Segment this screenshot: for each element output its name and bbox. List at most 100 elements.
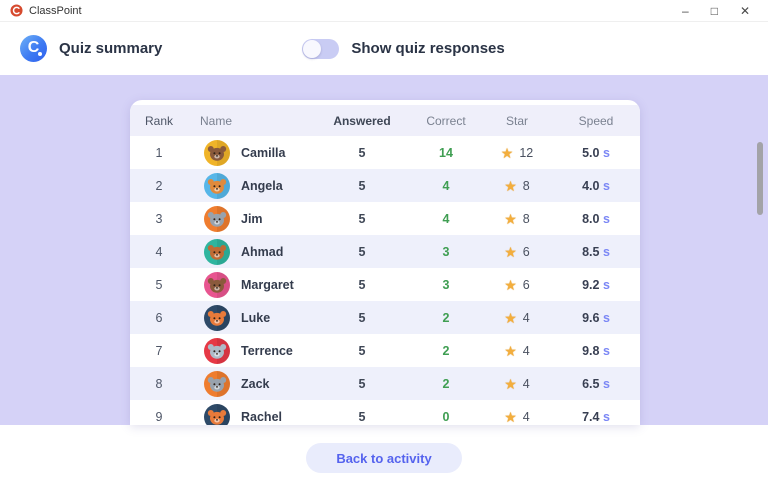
speed-value: 9.8 bbox=[582, 343, 600, 358]
table-row: 1 Camilla 5 14 ★ 12 5.0 s bbox=[130, 136, 640, 169]
speed-cell: 7.4 s bbox=[552, 410, 640, 424]
rank-value: 1 bbox=[155, 145, 163, 160]
window-controls: – □ ✕ bbox=[682, 5, 758, 17]
speed-unit: s bbox=[602, 244, 610, 259]
answered-value: 5 bbox=[358, 211, 366, 226]
scrollbar-thumb[interactable] bbox=[757, 142, 763, 215]
star-count: 4 bbox=[522, 343, 530, 358]
table-row: 2 Angela 5 4 ★ 8 4.0 s bbox=[130, 169, 640, 202]
participant-avatar bbox=[204, 172, 230, 199]
speed-unit: s bbox=[602, 376, 610, 391]
close-button[interactable]: ✕ bbox=[739, 3, 750, 18]
speed-value: 8.5 bbox=[582, 244, 600, 259]
back-to-activity-button[interactable]: Back to activity bbox=[306, 443, 462, 473]
speed-cell: 9.8 s bbox=[552, 344, 640, 358]
app-title: ClassPoint bbox=[29, 4, 82, 17]
participant-avatar bbox=[204, 403, 230, 425]
maximize-button[interactable]: □ bbox=[710, 3, 718, 18]
correct-value: 2 bbox=[442, 310, 450, 325]
speed-unit: s bbox=[602, 178, 610, 193]
participant-name: Terrence bbox=[241, 343, 293, 358]
rank-value: 6 bbox=[155, 310, 163, 325]
answered-value: 5 bbox=[358, 376, 366, 391]
star-cell: ★ 4 bbox=[482, 344, 552, 358]
table-row: 8 Zack 5 2 ★ 4 6.5 s bbox=[130, 367, 640, 400]
star-cell: ★ 4 bbox=[482, 377, 552, 391]
name-cell: Angela bbox=[188, 172, 314, 199]
name-cell: Camilla bbox=[188, 139, 314, 166]
star-count: 8 bbox=[522, 211, 530, 226]
table-header-row: Rank Name Answered Correct Star Speed bbox=[130, 105, 640, 136]
star-cell: ★ 6 bbox=[482, 278, 552, 292]
participant-avatar bbox=[204, 205, 230, 232]
star-cell: ★ 8 bbox=[482, 179, 552, 193]
column-header-name: Name bbox=[200, 113, 233, 128]
star-cell: ★ 4 bbox=[482, 410, 552, 424]
participant-name: Luke bbox=[241, 310, 271, 325]
star-count: 6 bbox=[522, 277, 530, 292]
minimize-button[interactable]: – bbox=[682, 3, 689, 18]
table-row: 7 Terrence 5 2 ★ 4 9.8 s bbox=[130, 334, 640, 367]
titlebar: ClassPoint – □ ✕ bbox=[0, 0, 768, 22]
speed-value: 6.5 bbox=[582, 376, 600, 391]
classpoint-logo-icon: C bbox=[20, 35, 47, 62]
rank-value: 8 bbox=[155, 376, 163, 391]
show-responses-toggle[interactable] bbox=[302, 38, 340, 59]
speed-unit: s bbox=[602, 310, 610, 325]
speed-unit: s bbox=[602, 409, 610, 424]
speed-cell: 9.2 s bbox=[552, 278, 640, 292]
participant-avatar bbox=[204, 370, 230, 397]
participant-avatar bbox=[204, 238, 230, 265]
star-icon: ★ bbox=[500, 144, 514, 161]
participant-name: Jim bbox=[241, 211, 263, 226]
correct-value: 3 bbox=[442, 244, 450, 259]
participant-name: Rachel bbox=[241, 409, 282, 424]
column-header-rank: Rank bbox=[144, 113, 173, 128]
participant-avatar bbox=[204, 337, 230, 364]
speed-value: 5.0 bbox=[582, 145, 600, 160]
answered-value: 5 bbox=[358, 343, 366, 358]
table-row: 5 Margaret 5 3 ★ 6 9.2 s bbox=[130, 268, 640, 301]
table-row: 9 Rachel 5 0 ★ 4 7.4 s bbox=[130, 400, 640, 425]
answered-value: 5 bbox=[358, 409, 366, 424]
name-cell: Luke bbox=[188, 304, 314, 331]
column-header-star: Star bbox=[505, 113, 528, 128]
speed-cell: 9.6 s bbox=[552, 311, 640, 325]
correct-value: 0 bbox=[442, 409, 450, 424]
star-cell: ★ 6 bbox=[482, 245, 552, 259]
speed-unit: s bbox=[602, 277, 610, 292]
speed-cell: 6.5 s bbox=[552, 377, 640, 391]
answered-value: 5 bbox=[358, 244, 366, 259]
quiz-summary-body: Rank Name Answered Correct Star Speed 1 … bbox=[0, 75, 768, 425]
star-count: 4 bbox=[522, 376, 530, 391]
star-icon: ★ bbox=[504, 309, 517, 326]
table-row: 3 Jim 5 4 ★ 8 8.0 s bbox=[130, 202, 640, 235]
classpoint-app-icon bbox=[10, 4, 23, 17]
participant-name: Camilla bbox=[241, 145, 286, 160]
correct-value: 14 bbox=[439, 145, 453, 160]
column-header-correct: Correct bbox=[426, 113, 466, 128]
participant-avatar bbox=[204, 139, 230, 166]
speed-unit: s bbox=[602, 343, 610, 358]
name-cell: Jim bbox=[188, 205, 314, 232]
correct-value: 2 bbox=[442, 343, 450, 358]
column-header-answered: Answered bbox=[333, 113, 391, 128]
correct-value: 2 bbox=[442, 376, 450, 391]
speed-cell: 4.0 s bbox=[552, 179, 640, 193]
rank-value: 9 bbox=[155, 409, 163, 424]
participant-name: Margaret bbox=[241, 277, 294, 292]
answered-value: 5 bbox=[358, 277, 366, 292]
show-responses-toggle-group: Show quiz responses bbox=[302, 38, 505, 59]
star-icon: ★ bbox=[504, 408, 517, 425]
rank-value: 3 bbox=[155, 211, 163, 226]
name-cell: Ahmad bbox=[188, 238, 314, 265]
table-row: 6 Luke 5 2 ★ 4 9.6 s bbox=[130, 301, 640, 334]
speed-cell: 8.5 s bbox=[552, 245, 640, 259]
star-cell: ★ 12 bbox=[482, 146, 552, 160]
star-count: 6 bbox=[522, 244, 530, 259]
name-cell: Zack bbox=[188, 370, 314, 397]
rank-value: 2 bbox=[155, 178, 163, 193]
column-header-speed: Speed bbox=[578, 113, 614, 128]
name-cell: Margaret bbox=[188, 271, 314, 298]
